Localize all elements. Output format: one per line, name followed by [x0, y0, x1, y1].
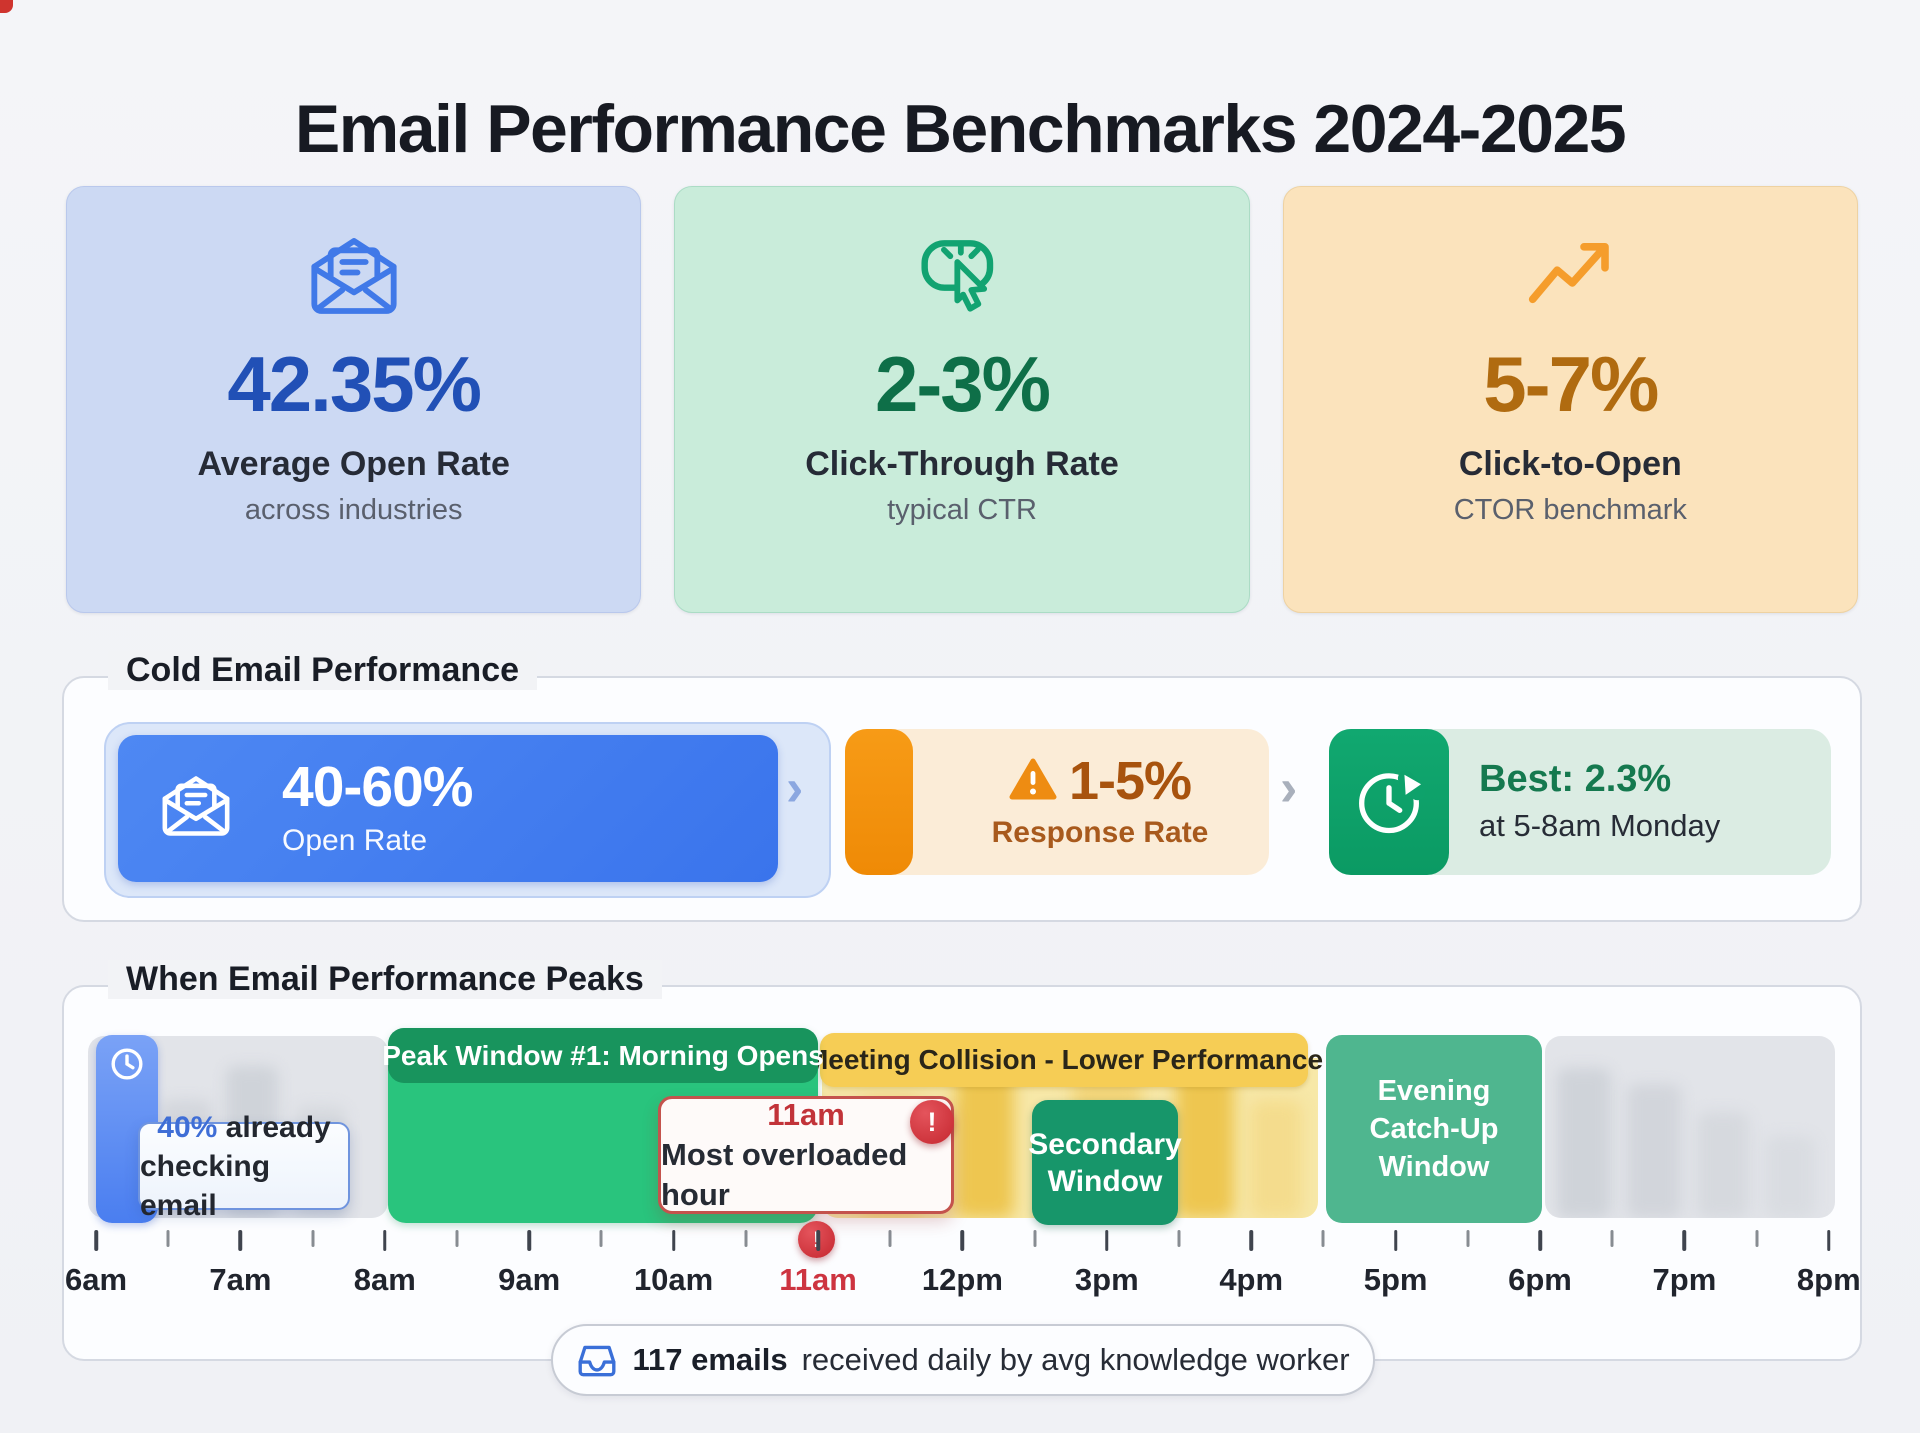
stat-card-click-to-open: 5-7% Click-to-Open CTOR benchmark	[1282, 186, 1858, 613]
meeting-collision-header: Meeting Collision - Lower Performance	[805, 1033, 1323, 1087]
axis-tick	[1466, 1230, 1470, 1247]
axis-tick	[744, 1230, 748, 1247]
axis-label-7am: 7am	[209, 1262, 272, 1297]
evening-catchup-label: Window	[1378, 1151, 1490, 1183]
axis-tick	[1177, 1230, 1181, 1247]
secondary-window-block: Secondary Window	[1028, 1100, 1182, 1225]
axis-tick	[94, 1230, 98, 1251]
axis-tick	[1755, 1230, 1759, 1247]
checking-email-percent: 40%	[157, 1110, 218, 1144]
open-rate-label: Open Rate	[282, 824, 428, 857]
corner-marker	[0, 0, 13, 13]
stat-value: 2-3%	[874, 340, 1051, 428]
axis-label-9am: 9am	[498, 1262, 561, 1297]
timeline-section-title: When Email Performance Peaks	[108, 960, 662, 999]
axis-tick	[1682, 1230, 1687, 1251]
chevron-right-icon: ›	[786, 759, 804, 817]
axis-tick	[1393, 1230, 1398, 1251]
peak-window-1-header: Peak Window #1: Morning Opens	[382, 1028, 824, 1083]
axis-label-6pm: 6pm	[1508, 1262, 1572, 1297]
overloaded-hour-text: Most overloaded hour	[661, 1137, 908, 1212]
axis-tick	[166, 1230, 170, 1247]
axis-tick	[527, 1230, 531, 1251]
secondary-window-label: Secondary	[1028, 1127, 1182, 1161]
axis-tick	[1610, 1230, 1614, 1247]
axis-tick	[1105, 1230, 1109, 1251]
mail-open-icon	[152, 766, 240, 851]
clock-refresh-icon	[1329, 729, 1449, 875]
axis-tick	[383, 1230, 387, 1251]
axis-tick	[1321, 1230, 1325, 1247]
chevron-right-icon: ›	[1280, 759, 1298, 817]
response-rate-label: Response Rate	[991, 816, 1209, 849]
page-title: Email Performance Benchmarks 2024-2025	[294, 90, 1627, 167]
axis-label-6am: 6am	[64, 1262, 128, 1297]
daily-email-text: received daily by avg knowledge worker	[801, 1342, 1350, 1377]
checking-email-text: already	[217, 1110, 331, 1144]
checking-email-callout: 40% already checking email	[138, 1111, 350, 1222]
cold-email-section: Cold Email Performance 40-60% Open Rate	[62, 651, 1862, 922]
stat-sublabel: CTOR benchmark	[1453, 494, 1687, 526]
axis-label-5pm: 5pm	[1363, 1262, 1428, 1297]
cold-email-section-title: Cold Email Performance	[108, 651, 538, 690]
axis-tick	[1249, 1230, 1253, 1251]
axis-tick	[238, 1230, 243, 1251]
stat-value: 5-7%	[1483, 340, 1659, 428]
axis-label-12pm: 12pm	[921, 1262, 1003, 1297]
stat-value: 42.35%	[227, 340, 482, 428]
axis-tick	[1033, 1230, 1037, 1247]
axis-label-10am: 10am	[633, 1262, 714, 1297]
daily-email-count: 117 emails	[632, 1342, 788, 1377]
clock-icon	[111, 1048, 143, 1080]
axis-tick	[599, 1230, 603, 1247]
secondary-window-label: Window	[1047, 1164, 1163, 1198]
stat-label: Click-Through Rate	[805, 445, 1119, 483]
axis-tick	[311, 1230, 315, 1247]
axis-tick	[816, 1230, 820, 1251]
stat-sublabel: across industries	[244, 494, 463, 526]
overloaded-hour-time: 11am	[767, 1097, 845, 1132]
checking-email-text: checking email	[140, 1149, 271, 1222]
axis-tick	[671, 1230, 676, 1251]
stats-row: 42.35% Average Open Rate across industri…	[66, 186, 1858, 613]
axis-tick	[888, 1230, 892, 1247]
axis-label-8am: 8am	[353, 1262, 416, 1297]
response-rate-value: 1-5%	[1068, 751, 1192, 811]
axis-label-4pm: 4pm	[1219, 1262, 1284, 1297]
stat-label: Average Open Rate	[197, 445, 510, 483]
open-rate-step: 40-60% Open Rate	[104, 722, 831, 898]
stat-card-open-rate: 42.35% Average Open Rate across industri…	[66, 186, 642, 613]
axis-tick	[1827, 1230, 1831, 1251]
stat-sublabel: typical CTR	[887, 494, 1037, 526]
axis-tick	[455, 1230, 459, 1247]
response-rate-step: 1-5% Response Rate	[845, 729, 1269, 875]
open-rate-card: 40-60% Open Rate	[118, 735, 778, 882]
axis-label-8pm: 8pm	[1796, 1262, 1861, 1297]
best-time-step: Best: 2.3% at 5-8am Monday	[1329, 729, 1831, 875]
axis-label-11am: 11am	[779, 1262, 857, 1297]
warning-triangle-icon	[1009, 757, 1057, 806]
axis-label-3pm: 3pm	[1074, 1262, 1139, 1297]
mail-open-icon	[298, 221, 410, 331]
stat-card-click-through: 2-3% Click-Through Rate typical CTR	[674, 186, 1250, 613]
axis-label-7pm: 7pm	[1652, 1262, 1717, 1297]
evening-catchup-block: Evening Catch-Up Window	[1326, 1035, 1542, 1223]
inbox-icon	[576, 1341, 618, 1379]
axis-tick	[960, 1230, 965, 1251]
evening-catchup-label: Catch-Up	[1369, 1113, 1499, 1145]
late-evening-zone	[1545, 1036, 1835, 1218]
open-rate-value: 40-60%	[282, 755, 473, 819]
daily-email-stat-pill: 117 emails received daily by avg knowled…	[551, 1324, 1375, 1396]
alert-icon: !	[910, 1100, 954, 1144]
orange-accent-bar	[845, 729, 913, 875]
best-time-value: Best: 2.3%	[1479, 758, 1672, 800]
best-time-label: at 5-8am Monday	[1479, 808, 1721, 843]
trend-up-icon	[1514, 221, 1626, 331]
evening-catchup-label: Evening	[1377, 1075, 1491, 1107]
stat-label: Click-to-Open	[1458, 445, 1682, 483]
cursor-click-icon	[906, 221, 1018, 331]
axis-tick	[1538, 1230, 1542, 1251]
overloaded-hour-callout: 11am Most overloaded hour	[658, 1096, 954, 1214]
